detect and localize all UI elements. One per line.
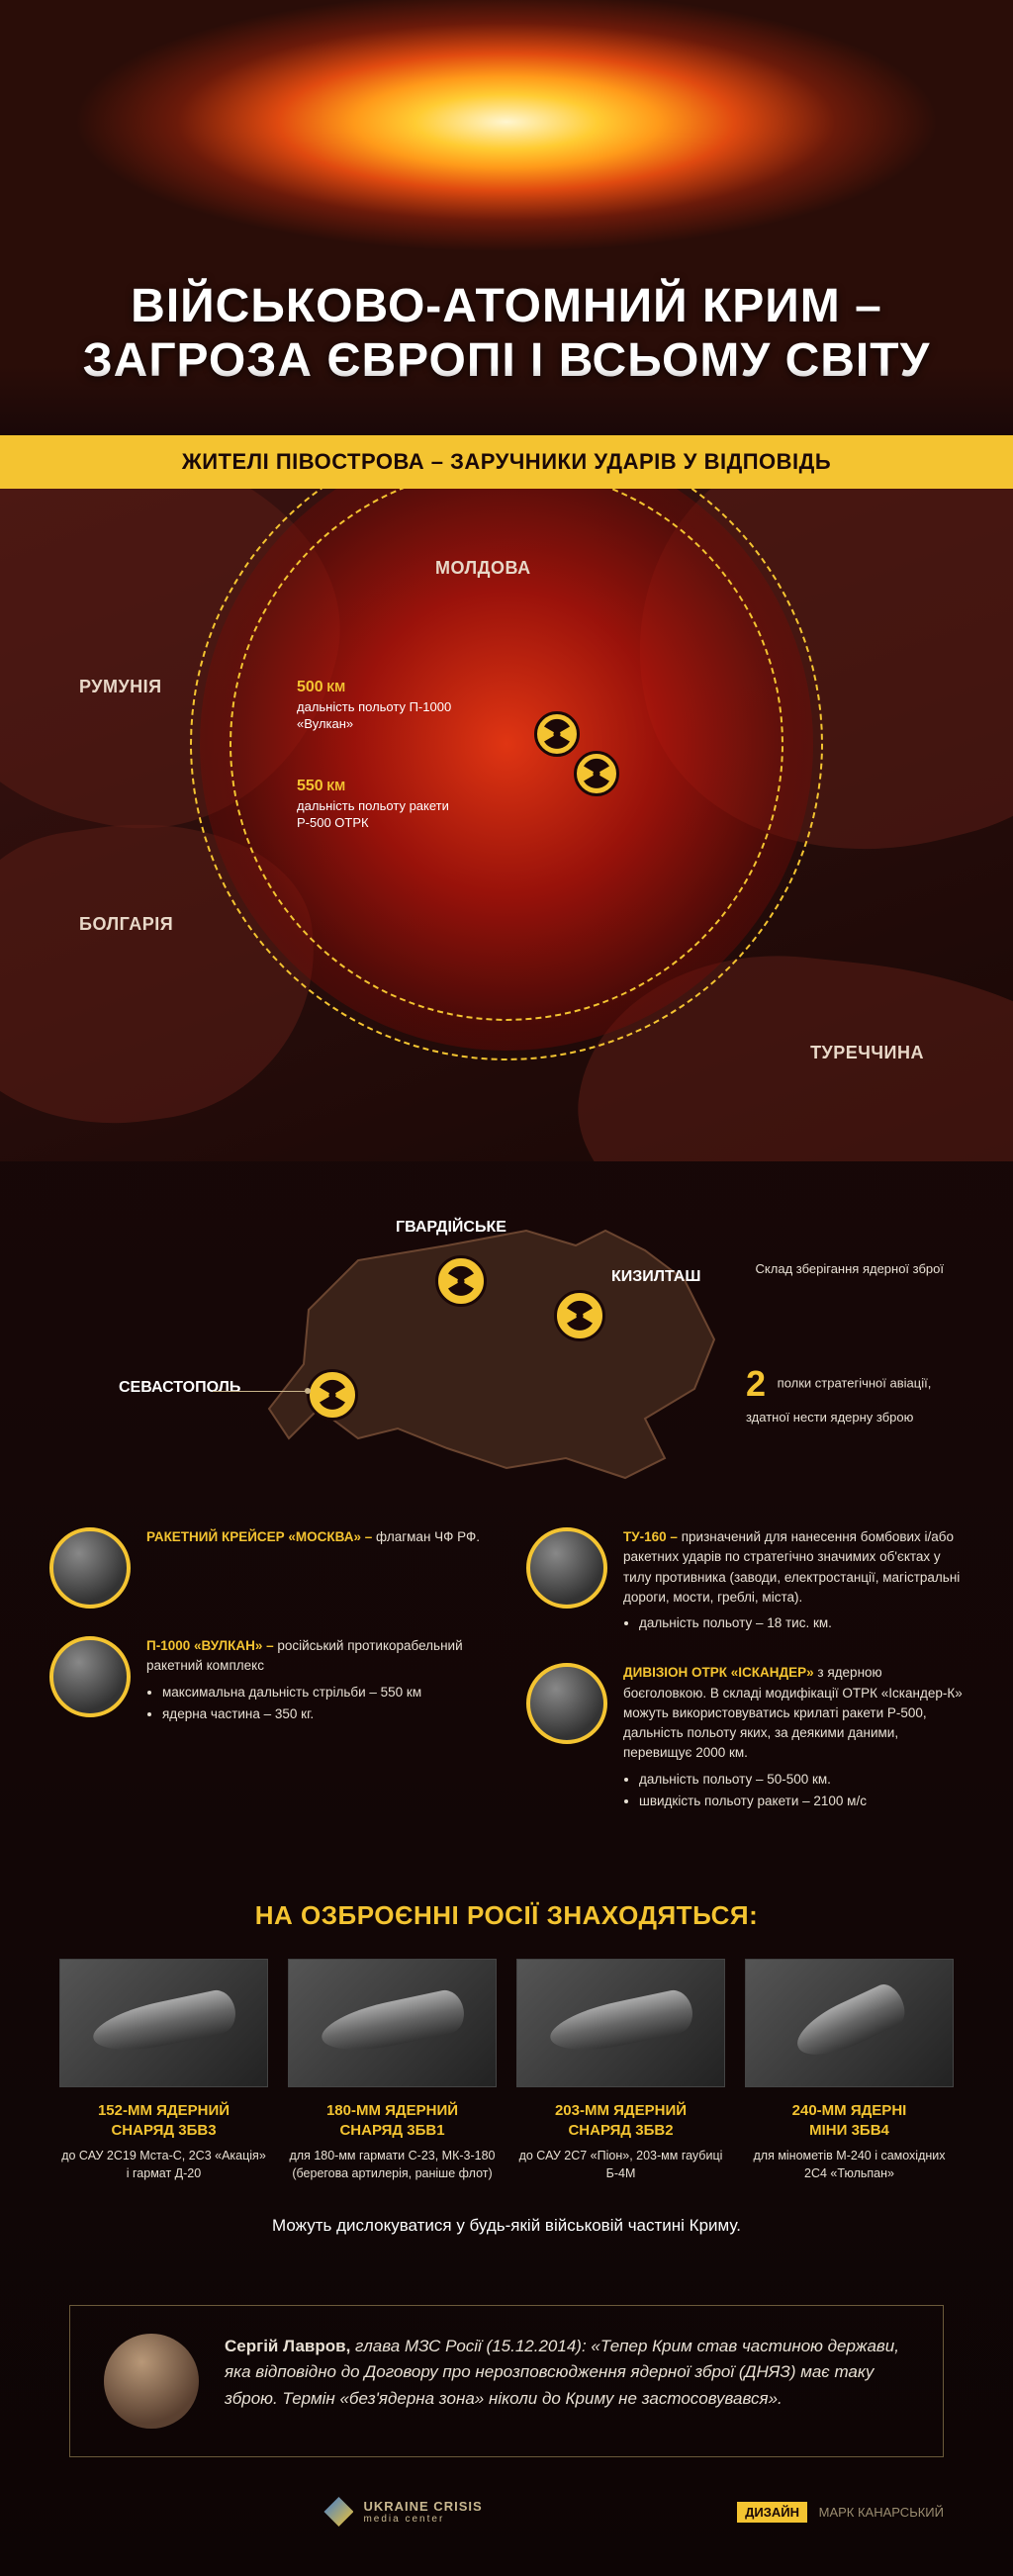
range-callout-550: 550 КМ дальність польоту ракети Р-500 ОТ…: [297, 776, 475, 832]
range-550-km: 550: [297, 778, 323, 794]
weapon-block: ДИВІЗІОН ОТРК «ІСКАНДЕР» з ядерною боєго…: [526, 1663, 964, 1813]
arsenal-item: 240-ММ ЯДЕРНІ МІНИ 3БВ4 для мінометів М-…: [745, 1959, 954, 2182]
design-credit: ДИЗАЙН МАРК КАНАРСЬКИЙ: [737, 2505, 944, 2520]
footer-org-sub: media center: [363, 2514, 482, 2525]
arsenal-image: [745, 1959, 954, 2087]
city-hvardiyske: ГВАРДІЙСЬКЕ: [396, 1219, 506, 1237]
quote-author-title: глава МЗС Росії (15.12.2014):: [355, 2337, 587, 2355]
range-500-km: 500: [297, 679, 323, 695]
weapon-image: [49, 1636, 131, 1717]
crimea-outline: [249, 1191, 764, 1498]
subtitle-bar: ЖИТЕЛІ ПІВОСТРОВА – ЗАРУЧНИКИ УДАРІВ У В…: [0, 435, 1013, 489]
weapon-bullet: ядерна частина – 350 кг.: [162, 1704, 487, 1724]
title-line-1: ВІЙСЬКОВО-АТОМНИЙ КРИМ –: [0, 279, 1013, 333]
weapon-body: флагман ЧФ РФ.: [376, 1529, 480, 1544]
city-kyzyltash: КИЗИЛТАШ: [611, 1268, 700, 1286]
crimea-section: ГВАРДІЙСЬКЕ КИЗИЛТАШ СЕВАСТОПОЛЬ Склад з…: [0, 1161, 1013, 1881]
title-block: ВІЙСЬКОВО-АТОМНИЙ КРИМ – ЗАГРОЗА ЄВРОПІ …: [0, 279, 1013, 388]
footer-logo: UKRAINE CRISIS media center: [323, 2497, 482, 2527]
country-turkey: ТУРЕЧЧИНА: [810, 1043, 924, 1063]
storage-note: Склад зберігання ядерної зброї: [756, 1260, 944, 1278]
country-romania: РУМУНІЯ: [79, 677, 162, 697]
arsenal-name: 203-ММ ЯДЕРНИЙ СНАРЯД 3БВ2: [516, 2101, 725, 2140]
design-label: ДИЗАЙН: [737, 2502, 807, 2523]
arsenal-name: 152-ММ ЯДЕРНИЙ СНАРЯД 3БВ3: [59, 2101, 268, 2140]
arsenal-item: 152-ММ ЯДЕРНИЙ СНАРЯД 3БВ3 до САУ 2С19 М…: [59, 1959, 268, 2182]
weapon-col-right: ТУ-160 – призначений для нанесення бомбо…: [526, 1527, 964, 1841]
weapon-block: РАКЕТНИЙ КРЕЙСЕР «МОСКВА» – флагман ЧФ Р…: [49, 1527, 487, 1609]
weapon-text: РАКЕТНИЙ КРЕЙСЕР «МОСКВА» – флагман ЧФ Р…: [146, 1527, 480, 1609]
weapon-text: ДИВІЗІОН ОТРК «ІСКАНДЕР» з ядерною боєго…: [623, 1663, 964, 1813]
quote-avatar: [104, 2334, 199, 2429]
arsenal-note: Можуть дислокуватися у будь-якій військо…: [59, 2216, 954, 2236]
arsenal-desc: для 180-мм гармати С-23, МК-3-180 (берег…: [288, 2148, 497, 2182]
weapon-bullet: дальність польоту – 18 тис. км.: [639, 1613, 964, 1633]
weapon-bullet: дальність польоту – 50-500 км.: [639, 1770, 964, 1790]
logo-mark-icon: [323, 2497, 353, 2527]
infographic-page: ВІЙСЬКОВО-АТОМНИЙ КРИМ – ЗАГРОЗА ЄВРОПІ …: [0, 0, 1013, 2576]
hero-explosion: ВІЙСЬКОВО-АТОМНИЙ КРИМ – ЗАГРОЗА ЄВРОПІ …: [0, 0, 1013, 435]
weapon-image: [526, 1663, 607, 1744]
regiments-note: 2 полки стратегічної авіації, здатної не…: [746, 1359, 944, 1427]
weapon-text: П-1000 «ВУЛКАН» – російський протикорабе…: [146, 1636, 487, 1726]
weapon-image: [526, 1527, 607, 1609]
weapon-title: ТУ-160 –: [623, 1529, 678, 1544]
city-sevastopol: СЕВАСТОПОЛЬ: [119, 1379, 240, 1397]
arsenal-desc: для мінометів М-240 і самохідних 2С4 «Тю…: [745, 2148, 954, 2182]
map-section: МОЛДОВА РУМУНІЯ БОЛГАРІЯ ТУРЕЧЧИНА 500 К…: [0, 489, 1013, 1161]
country-bulgaria: БОЛГАРІЯ: [79, 914, 173, 935]
weapon-block: П-1000 «ВУЛКАН» – російський протикорабе…: [49, 1636, 487, 1726]
range-callout-500: 500 КМ дальність польоту П-1000 «Вулкан»: [297, 677, 475, 733]
arsenal-grid: 152-ММ ЯДЕРНИЙ СНАРЯД 3БВ3 до САУ 2С19 М…: [59, 1959, 954, 2182]
weapon-image: [49, 1527, 131, 1609]
quote-author: Сергій Лавров,: [225, 2337, 350, 2355]
arsenal-name: 240-ММ ЯДЕРНІ МІНИ 3БВ4: [745, 2101, 954, 2140]
weapon-detail-columns: РАКЕТНИЙ КРЕЙСЕР «МОСКВА» – флагман ЧФ Р…: [49, 1527, 964, 1841]
arsenal-image: [288, 1959, 497, 2087]
country-moldova: МОЛДОВА: [435, 558, 531, 579]
arsenal-name: 180-ММ ЯДЕРНИЙ СНАРЯД 3БВ1: [288, 2101, 497, 2140]
designer-name: МАРК КАНАРСЬКИЙ: [819, 2505, 944, 2520]
arsenal-image: [516, 1959, 725, 2087]
connector-line: [213, 1391, 307, 1392]
weapon-title: РАКЕТНИЙ КРЕЙСЕР «МОСКВА» –: [146, 1529, 372, 1544]
weapon-col-left: РАКЕТНИЙ КРЕЙСЕР «МОСКВА» – флагман ЧФ Р…: [49, 1527, 487, 1841]
weapon-title: П-1000 «ВУЛКАН» –: [146, 1638, 274, 1653]
weapon-title: ДИВІЗІОН ОТРК «ІСКАНДЕР»: [623, 1665, 814, 1680]
footer: UKRAINE CRISIS media center ДИЗАЙН МАРК …: [0, 2457, 1013, 2576]
arsenal-section: НА ОЗБРОЄННІ РОСІЇ ЗНАХОДЯТЬСЯ: 152-ММ Я…: [0, 1881, 1013, 2275]
weapon-text: ТУ-160 – призначений для нанесення бомбо…: [623, 1527, 964, 1635]
weapon-bullet: максимальна дальність стрільби – 550 км: [162, 1683, 487, 1702]
quote-section: Сергій Лавров, глава МЗС Росії (15.12.20…: [69, 2305, 944, 2457]
arsenal-desc: до САУ 2С19 Мста-С, 2С3 «Акація» і гарма…: [59, 2148, 268, 2182]
quote-body: Сергій Лавров, глава МЗС Росії (15.12.20…: [225, 2334, 909, 2412]
weapon-bullet: швидкість польоту ракети – 2100 м/с: [639, 1792, 964, 1811]
regiments-num: 2: [746, 1359, 766, 1409]
range-500-desc: дальність польоту П-1000 «Вулкан»: [297, 699, 451, 732]
title-line-2: ЗАГРОЗА ЄВРОПІ І ВСЬОМУ СВІТУ: [0, 333, 1013, 388]
arsenal-title: НА ОЗБРОЄННІ РОСІЇ ЗНАХОДЯТЬСЯ:: [59, 1900, 954, 1931]
weapon-block: ТУ-160 – призначений для нанесення бомбо…: [526, 1527, 964, 1635]
nuclear-icon: [435, 1255, 487, 1307]
arsenal-image: [59, 1959, 268, 2087]
footer-org: UKRAINE CRISIS: [363, 2499, 482, 2514]
nuclear-icon: [534, 711, 580, 757]
nuclear-icon: [574, 751, 619, 796]
nuclear-icon: [554, 1290, 605, 1341]
arsenal-item: 180-ММ ЯДЕРНИЙ СНАРЯД 3БВ1 для 180-мм га…: [288, 1959, 497, 2182]
range-500-unit: КМ: [326, 680, 345, 694]
arsenal-desc: до САУ 2С7 «Піон», 203-мм гаубиці Б-4М: [516, 2148, 725, 2182]
connector-dot: [305, 1388, 311, 1394]
range-550-desc: дальність польоту ракети Р-500 ОТРК: [297, 798, 449, 831]
nuclear-icon: [307, 1369, 358, 1421]
regiments-text: полки стратегічної авіації, здатної нест…: [746, 1376, 931, 1426]
range-550-unit: КМ: [326, 779, 345, 793]
arsenal-item: 203-ММ ЯДЕРНИЙ СНАРЯД 3БВ2 до САУ 2С7 «П…: [516, 1959, 725, 2182]
